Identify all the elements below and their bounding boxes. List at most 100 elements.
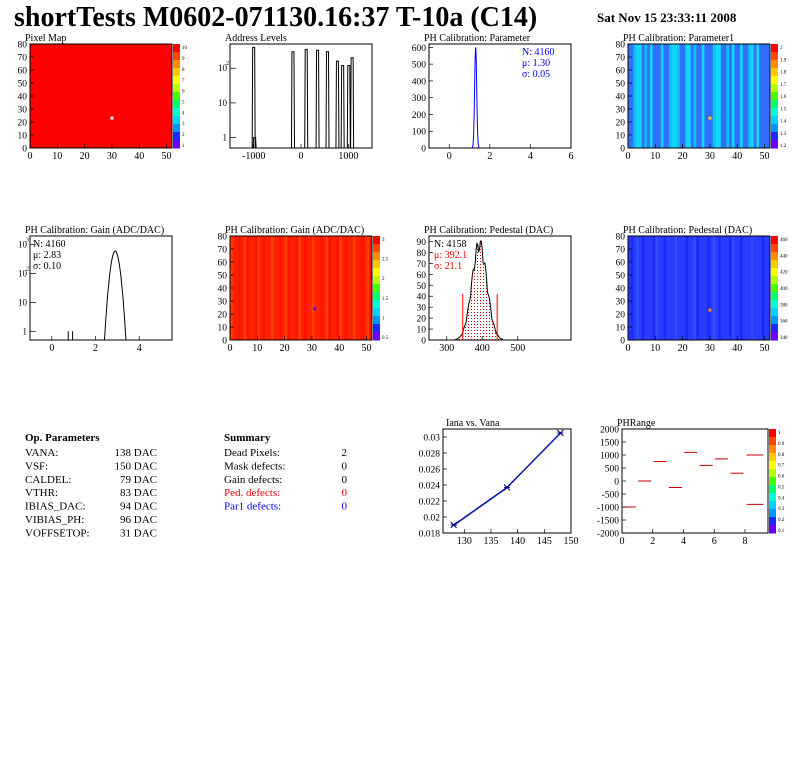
address-peak xyxy=(346,64,351,149)
color-scale-band xyxy=(173,124,180,133)
x-tick-label: 1000 xyxy=(338,151,358,162)
address-peak xyxy=(304,48,309,149)
y-tick-label: 0 xyxy=(614,478,619,488)
color-scale-band xyxy=(771,244,778,253)
color-scale-label: 0.9 xyxy=(778,442,785,447)
heatmap-column xyxy=(238,236,241,340)
color-scale-band xyxy=(771,140,778,149)
heatmap-column xyxy=(328,236,332,340)
y-tick-label: 70 xyxy=(18,54,28,64)
heatmap-column xyxy=(366,236,370,340)
op-parameter-value: 31 DAC xyxy=(120,527,157,539)
summary-row-value: 2 xyxy=(342,447,348,459)
heatmap-column xyxy=(761,44,765,148)
heatmap-column xyxy=(254,236,258,340)
heatmap-column xyxy=(756,44,760,148)
y-tick-label: 80 xyxy=(616,41,626,51)
summary-row-name: Mask defects: xyxy=(224,460,285,472)
color-scale-label: 5 xyxy=(182,100,185,105)
x-tick-label: 400 xyxy=(475,343,490,354)
heatmap-column xyxy=(750,44,755,148)
heatmap-column xyxy=(677,44,681,148)
color-scale-label: 1 xyxy=(182,144,185,149)
y-tick-label: 20 xyxy=(18,119,28,129)
x-tick-label: 0 xyxy=(447,151,452,162)
heatmap-column xyxy=(311,236,315,340)
chart-title: PH Calibration: Gain (ADC/DAC) xyxy=(225,225,364,236)
color-scale-label: 0.7 xyxy=(778,464,785,469)
op-parameter-value: 96 DAC xyxy=(120,514,157,526)
y-tick-label: 10 xyxy=(18,240,28,250)
x-tick-label: 30 xyxy=(705,151,715,162)
color-scale-label: 9 xyxy=(182,57,185,62)
heatmap-column xyxy=(663,236,667,340)
color-scale-band xyxy=(173,116,180,125)
x-tick-label: 20 xyxy=(80,151,90,162)
heatmap-column xyxy=(325,236,329,340)
color-scale-label: 0.5 xyxy=(778,485,785,490)
stat-sigma: σ: 0.10 xyxy=(33,261,61,272)
color-scale-label: 1.5 xyxy=(780,107,787,112)
heatmap-column xyxy=(734,44,738,148)
color-scale-band xyxy=(769,493,776,502)
heatmap-column xyxy=(693,44,697,148)
heatmap-column xyxy=(641,44,645,148)
heatmap-column xyxy=(369,236,372,340)
y-tick-label: 30 xyxy=(417,304,427,314)
y-tick-label: 0 xyxy=(22,145,27,155)
heatmap-column xyxy=(636,44,640,148)
heatmap-column xyxy=(655,236,659,340)
op-parameter-value: 150 DAC xyxy=(115,460,157,472)
color-scale-band xyxy=(771,236,778,245)
color-scale-label: 1 xyxy=(382,316,385,321)
color-scale-band xyxy=(771,284,778,293)
color-scale-label: 1.2 xyxy=(780,144,787,149)
color-scale-band xyxy=(173,140,180,149)
chart-title: PH Calibration: Parameter xyxy=(424,33,531,44)
color-scale-band xyxy=(769,453,776,462)
y-tick-label: -500 xyxy=(602,491,620,501)
color-scale-band xyxy=(769,501,776,510)
heatmap-column xyxy=(649,44,653,148)
y-tick-label: 0.024 xyxy=(419,482,441,492)
x-tick-label: 2 xyxy=(650,536,655,547)
color-scale-band xyxy=(771,268,778,277)
x-tick-label: 4 xyxy=(681,536,686,547)
address-peak xyxy=(335,60,340,149)
y-tick-label: 40 xyxy=(218,285,228,295)
color-scale-band xyxy=(769,445,776,454)
y-tick-label: 10 xyxy=(218,324,228,334)
summary-row-value: 0 xyxy=(342,460,348,472)
stat-sigma: σ: 21.1 xyxy=(434,261,462,272)
color-scale-band xyxy=(769,477,776,486)
op-parameter-name: IBIAS_DAC: xyxy=(25,501,86,513)
y-tick-label: 70 xyxy=(218,246,228,256)
x-tick-label: 40 xyxy=(732,151,742,162)
heatmap-column xyxy=(729,44,733,148)
color-scale-label: 2 xyxy=(780,46,783,51)
color-scale-band xyxy=(771,276,778,285)
y-tick-label: 600 xyxy=(412,44,427,54)
summary-row-value: 0 xyxy=(342,501,348,513)
op-parameter-name: CALDEL: xyxy=(25,474,71,486)
x-tick-label: 4 xyxy=(528,151,533,162)
parameter-histogram xyxy=(471,47,480,149)
y-tick-label: 1500 xyxy=(600,439,619,449)
summary-row-value: 0 xyxy=(342,474,348,486)
color-scale-band xyxy=(771,124,778,133)
heatmap-column xyxy=(712,44,716,148)
color-scale-band xyxy=(373,244,380,253)
heatmap-column xyxy=(352,236,356,340)
color-scale-label: 0.6 xyxy=(778,475,785,480)
x-tick-label: 50 xyxy=(760,151,770,162)
x-tick-label: 0 xyxy=(620,536,625,547)
address-peak xyxy=(350,57,355,149)
y-tick-label: 10 xyxy=(218,98,228,108)
heatmap-fill xyxy=(30,44,172,148)
dead-pixel xyxy=(110,116,114,120)
color-scale-band xyxy=(173,68,180,77)
y-tick-label: 50 xyxy=(616,80,626,90)
heatmap-column xyxy=(696,44,700,148)
heatmap-column xyxy=(688,44,692,148)
heatmap-column xyxy=(753,44,757,148)
